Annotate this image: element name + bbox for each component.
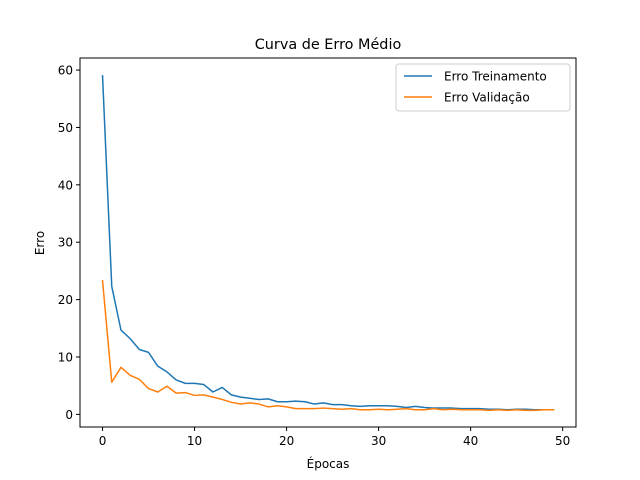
x-tick-label: 0 <box>99 434 107 448</box>
legend: Erro Treinamento Erro Validação <box>395 63 571 112</box>
series-line-0 <box>101 75 555 411</box>
y-tick-label: 20 <box>58 293 73 307</box>
x-tick-label: 30 <box>371 434 386 448</box>
y-tick-label: 60 <box>58 64 73 78</box>
series-line-1 <box>101 279 555 412</box>
x-tick-label: 20 <box>279 434 294 448</box>
plot-frame <box>79 57 577 428</box>
x-axis-label: Épocas <box>307 456 350 471</box>
y-tick-label: 10 <box>58 350 73 364</box>
plot-area <box>80 58 576 427</box>
y-tick-label: 30 <box>58 236 73 250</box>
y-tick-label: 40 <box>58 178 73 192</box>
y-axis-label: Erro <box>33 231 47 255</box>
y-axis-ticks: 0 10 20 30 40 50 60 <box>58 64 80 422</box>
legend-label: Erro Validação <box>444 91 530 105</box>
x-tick-label: 10 <box>187 434 202 448</box>
legend-label: Erro Treinamento <box>444 70 547 84</box>
chart-title: Curva de Erro Médio <box>255 37 402 53</box>
y-tick-label: 0 <box>65 408 73 422</box>
x-tick-label: 50 <box>555 434 570 448</box>
series-layer <box>101 75 555 412</box>
x-axis-ticks: 0 10 20 30 40 50 <box>99 427 570 448</box>
legend-box <box>395 63 571 112</box>
y-tick-label: 50 <box>58 121 73 135</box>
x-tick-label: 40 <box>463 434 478 448</box>
